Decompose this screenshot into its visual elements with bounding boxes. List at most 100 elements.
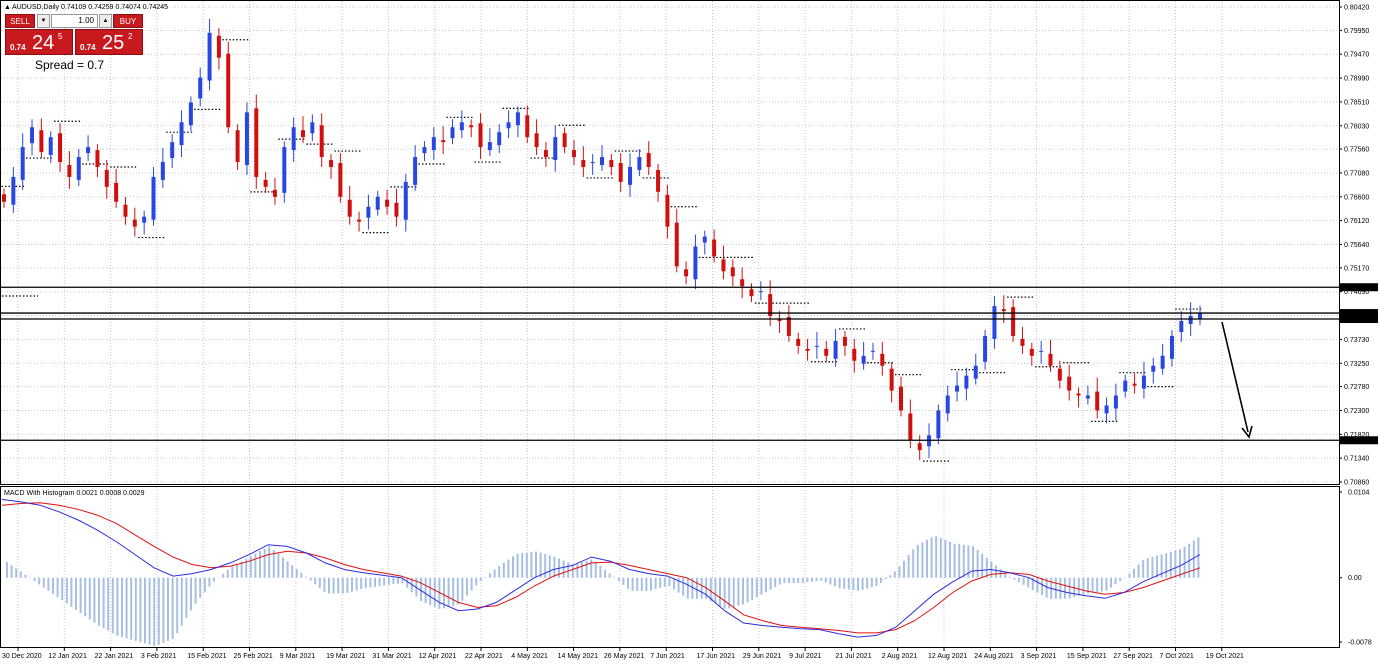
- histogram-bar: [691, 577, 694, 599]
- histogram-bar: [1110, 577, 1112, 588]
- histogram-bar: [562, 560, 565, 578]
- histogram-bar: [627, 577, 629, 589]
- candle-body: [992, 306, 997, 339]
- candle-body: [740, 279, 745, 287]
- candle-body: [151, 176, 156, 220]
- date-label: 24 Aug 2021: [974, 653, 1013, 660]
- lot-decrease-button[interactable]: ▼: [37, 14, 50, 28]
- candle-body: [506, 122, 511, 129]
- price-label: 0.74690: [1344, 289, 1369, 296]
- price-label: 0.72300: [1344, 408, 1369, 415]
- candle-body: [656, 169, 661, 192]
- histogram-bar: [631, 577, 634, 591]
- candle-body: [254, 108, 259, 177]
- histogram-bar: [144, 577, 146, 644]
- buy-button[interactable]: BUY: [113, 14, 143, 28]
- histogram-bar: [199, 577, 202, 598]
- histogram-bar: [893, 571, 896, 578]
- candle-body: [571, 150, 576, 158]
- buy-price-box[interactable]: 0.74 25 2: [75, 29, 143, 55]
- histogram-bar: [797, 577, 800, 583]
- date-label: 3 Feb 2021: [141, 653, 177, 660]
- histogram-bar: [1183, 546, 1186, 578]
- candle-body: [889, 368, 894, 391]
- price-label: 0.73730: [1344, 337, 1369, 344]
- candle-body: [272, 189, 277, 197]
- lot-size-input[interactable]: 1.00: [51, 14, 98, 28]
- histogram-bar: [56, 577, 59, 598]
- sell-button[interactable]: SELL: [5, 14, 35, 28]
- histogram-bar: [765, 577, 767, 593]
- date-label: 14 May 2021: [558, 653, 599, 660]
- histogram-bar: [222, 573, 225, 578]
- histogram-bar: [125, 577, 128, 639]
- histogram-bar: [231, 566, 234, 578]
- histogram-bar: [760, 577, 763, 595]
- macd-label: 0.00: [1348, 575, 1362, 582]
- histogram-bar: [240, 561, 243, 578]
- histogram-bar: [1174, 550, 1177, 578]
- histogram-bar: [61, 577, 64, 601]
- histogram-bar: [866, 577, 869, 589]
- histogram-bar: [355, 577, 358, 591]
- candle-body: [58, 133, 63, 163]
- histogram-bar: [617, 577, 620, 582]
- candle-body: [123, 204, 128, 217]
- candle-body: [646, 153, 651, 167]
- level-label: 0.71700: [1342, 438, 1367, 445]
- candle-body: [375, 196, 380, 210]
- histogram-bar: [456, 577, 459, 605]
- histogram-bar: [383, 577, 386, 586]
- candle-body: [1160, 355, 1165, 369]
- histogram-bar: [1036, 577, 1039, 593]
- price-label: 0.70860: [1344, 480, 1369, 487]
- candle-body: [899, 386, 903, 411]
- histogram-bar: [323, 577, 326, 592]
- candle-body: [684, 269, 689, 277]
- histogram-bar: [613, 577, 616, 578]
- histogram-bar: [1128, 573, 1131, 578]
- one-click-trading-panel: SELL ▼ 1.00 ▲ BUY 0.74 24 5 0.74 25 2: [5, 14, 143, 56]
- histogram-bar: [815, 577, 818, 581]
- histogram-bar: [107, 577, 110, 631]
- histogram-bar: [663, 577, 666, 587]
- histogram-bar: [539, 552, 542, 578]
- histogram-bar: [19, 571, 22, 578]
- price-label: 0.76120: [1344, 218, 1369, 225]
- candle-body: [1057, 368, 1062, 381]
- histogram-bar: [443, 577, 445, 609]
- histogram-bar: [898, 566, 901, 578]
- candle-body: [1039, 350, 1044, 352]
- histogram-bar: [1156, 555, 1158, 578]
- histogram-bar: [640, 577, 643, 591]
- candle-body: [207, 32, 212, 81]
- histogram-bar: [521, 553, 524, 578]
- lot-increase-button[interactable]: ▲: [99, 14, 112, 28]
- histogram-bar: [544, 554, 547, 578]
- candle-body: [95, 150, 100, 167]
- candle-body: [945, 395, 950, 414]
- projection-arrow[interactable]: [1221, 321, 1249, 433]
- candle-body: [768, 294, 773, 317]
- candle-body: [861, 355, 866, 364]
- histogram-bar: [1165, 553, 1168, 578]
- candle-body: [665, 194, 670, 227]
- candle-body: [1085, 395, 1090, 399]
- candle-body: [1141, 375, 1146, 389]
- histogram-bar: [645, 577, 648, 591]
- sell-price-box[interactable]: 0.74 24 5: [5, 29, 73, 55]
- candle-body: [142, 216, 147, 223]
- histogram-bar: [1133, 568, 1135, 578]
- candle-body: [824, 348, 829, 356]
- histogram-bar: [953, 543, 956, 578]
- histogram-bar: [972, 546, 974, 578]
- histogram-bar: [981, 553, 984, 578]
- candle-body: [842, 336, 847, 346]
- histogram-bar: [470, 577, 473, 591]
- histogram-bar: [903, 560, 905, 578]
- candle-body: [487, 142, 492, 151]
- candle-body: [637, 157, 642, 170]
- candle-body: [226, 53, 231, 128]
- horizontal-levels[interactable]: [1, 286, 1339, 441]
